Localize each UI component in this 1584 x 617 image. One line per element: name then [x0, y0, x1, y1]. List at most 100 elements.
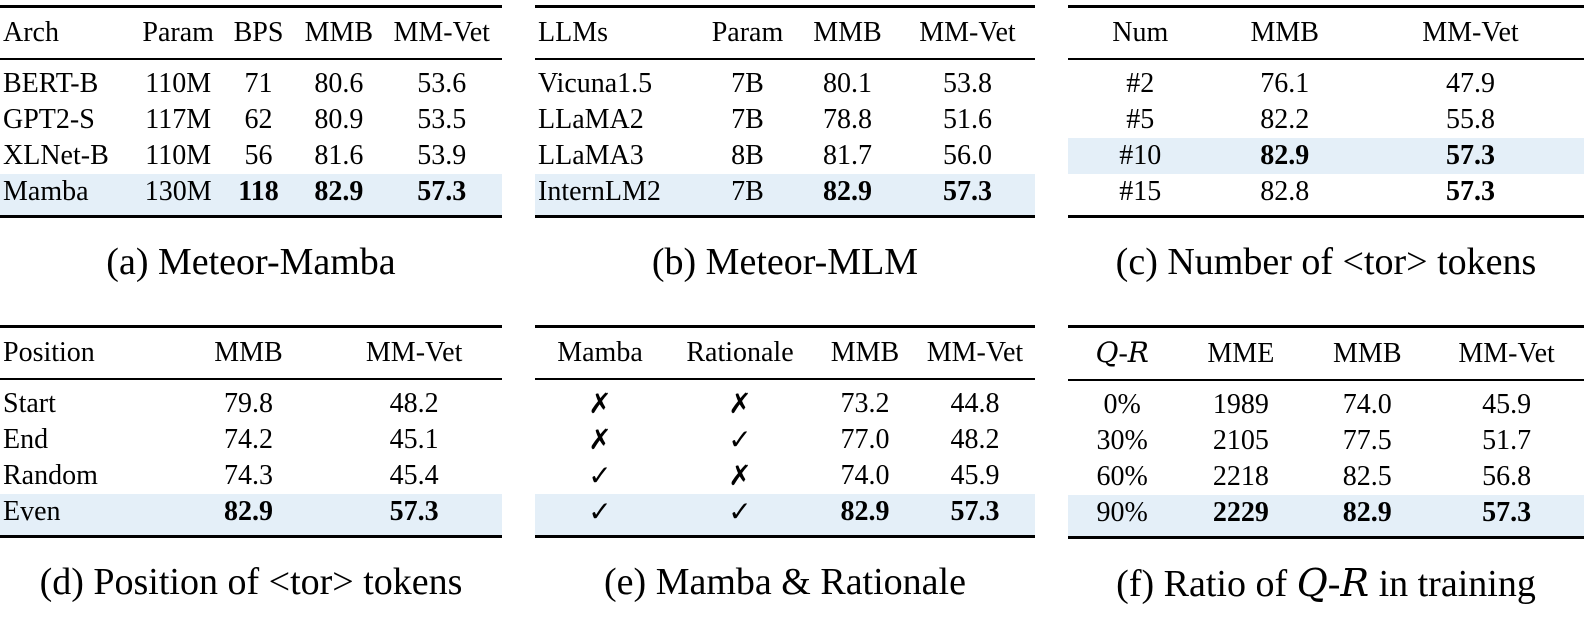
column-header: MM-Vet [1429, 326, 1584, 381]
table-cell: 57.3 [943, 176, 992, 207]
table-position-of-tor-tokens: Position MMB MM-Vet Start 79.8 48.2 End 74.2 45.… [0, 325, 502, 538]
column-header-text: Rationale [686, 337, 794, 368]
table-cell: 7B [731, 176, 764, 207]
subtable-a-caption: (a) Meteor-Mamba [0, 240, 502, 284]
column-header: MM-Vet [326, 326, 502, 380]
column-header: Arch [0, 6, 136, 60]
table-cell: 82.5 [1342, 461, 1392, 492]
caption-script-letter: Q [1296, 561, 1328, 605]
table-cell: 2229 [1212, 497, 1269, 528]
table-cell: 80.1 [823, 68, 872, 99]
column-header: MMB [795, 6, 900, 60]
table-cell: 80.9 [314, 104, 364, 135]
table-cell: 57.3 [1445, 176, 1495, 207]
header-row: Q-R MME MMB MM-Vet [1068, 326, 1584, 381]
column-header-text: MMB [1333, 337, 1402, 369]
table-cell: 79.8 [223, 388, 273, 419]
table-cell: 2105 [1212, 425, 1269, 456]
table-cell: Vicuna1.5 [538, 68, 653, 99]
table-cell: #10 [1119, 140, 1162, 171]
table-row: LLaMA2 7B 78.8 51.6 [535, 102, 1035, 138]
column-header-text: MM-Vet [919, 17, 1016, 48]
table-cell: 45.4 [389, 460, 439, 491]
table-cell: 74.3 [223, 460, 273, 491]
table-cell: XLNet-B [3, 140, 109, 171]
table-row: 60% 2218 82.5 56.8 [1068, 459, 1584, 495]
table-cell: 82.9 [1342, 497, 1392, 528]
column-header-text: MMB [830, 337, 900, 368]
table-cell: 56.8 [1482, 461, 1532, 492]
column-header: Param [135, 6, 221, 60]
column-header-text: MME [1207, 337, 1275, 369]
subtable-b: LLMs Param MMB MM-Vet Vicuna1.5 7B 80.1 53.8 LLa… [535, 5, 1035, 307]
table-cell: 74.2 [223, 424, 273, 455]
table-cell: End [3, 424, 49, 455]
table-cell: 57.3 [1445, 140, 1495, 171]
check-icon: ✓ [588, 495, 612, 528]
table-row: Start 79.8 48.2 [0, 379, 502, 422]
table-cell: #5 [1126, 104, 1155, 135]
subtable-c-caption: (c) Number of <tor> tokens [1068, 240, 1584, 284]
check-icon: ✓ [588, 459, 612, 492]
column-header-text: Num [1112, 17, 1169, 48]
subtable-a: Arch Param BPS MMB MM-Vet BERT-B 110M 71 80.6 53.… [0, 5, 502, 307]
table-row: ✗ ✓ 77.0 48.2 [535, 422, 1035, 458]
column-header: MMB [170, 326, 327, 380]
header-row: Mamba Rationale MMB MM-Vet [535, 326, 1035, 380]
table-cell: Random [3, 460, 98, 491]
table-row: End 74.2 45.1 [0, 422, 502, 458]
table-cell: 82.9 [314, 176, 364, 207]
column-header-text: MM-Vet [1458, 337, 1555, 369]
table-row: #5 82.2 55.8 [1068, 102, 1584, 138]
table-cell: 130M [144, 176, 212, 207]
column-header-text: Position [3, 337, 95, 368]
table-row: Vicuna1.5 7B 80.1 53.8 [535, 59, 1035, 102]
table-cell: 45.9 [950, 460, 1000, 491]
table-cell: 53.5 [417, 104, 467, 135]
column-header-text: MM-Vet [393, 17, 490, 48]
column-header: MM-Vet [1356, 6, 1584, 60]
subtable-f-caption: (f) Ratio of Q-R in training [1068, 561, 1584, 606]
column-header: MME [1176, 326, 1306, 381]
table-cell: 110M [145, 68, 212, 99]
column-header-text: Arch [3, 17, 59, 48]
subtable-e: Mamba Rationale MMB MM-Vet ✗ ✗ 73.2 44.8 ✗ ✓ 77.0 4… [535, 325, 1035, 617]
table-cell: 7B [731, 68, 764, 99]
table-row-highlighted: Even 82.9 57.3 [0, 494, 502, 537]
check-icon: ✓ [728, 423, 752, 456]
table-cell: 51.6 [943, 104, 992, 135]
column-header-text: MMB [1250, 17, 1319, 48]
subtable-f: Q-R MME MMB MM-Vet 0% 1989 74.0 45.9 30% 2105 77.5… [1068, 325, 1584, 617]
column-header-text: LLMs [538, 17, 608, 48]
column-header: MMB [296, 6, 382, 60]
table-cell: 57.3 [950, 496, 1000, 527]
column-header-script-letter: Q [1095, 336, 1119, 369]
caption-script-letter: R [1340, 561, 1370, 605]
table-cell: 77.0 [840, 424, 890, 455]
caption-text: (a) Meteor-Mamba [106, 241, 396, 283]
table-row: LLaMA3 8B 81.7 56.0 [535, 138, 1035, 174]
table-cell: 47.9 [1445, 68, 1495, 99]
column-header: Num [1068, 6, 1213, 60]
caption-text: - [1327, 563, 1341, 605]
table-cell: 7B [731, 104, 764, 135]
table-meteor-mamba: Arch Param BPS MMB MM-Vet BERT-B 110M 71 80.6 53.… [0, 5, 502, 218]
column-header-text: MMB [304, 17, 374, 48]
table-row: GPT2-S 117M 62 80.9 53.5 [0, 102, 502, 138]
caption-text: (d) Position of <tor> tokens [39, 561, 463, 603]
table-cell: 82.2 [1260, 104, 1310, 135]
table-row: XLNet-B 110M 56 81.6 53.9 [0, 138, 502, 174]
header-row: Num MMB MM-Vet [1068, 6, 1584, 60]
subtable-c: Num MMB MM-Vet #2 76.1 47.9 #5 82.2 55.8 #10 82.9 5… [1068, 5, 1584, 307]
subtable-b-caption: (b) Meteor-MLM [535, 240, 1035, 284]
table-cell: 74.0 [840, 460, 890, 491]
table-cell: #2 [1126, 68, 1155, 99]
table-cell: Even [3, 496, 61, 527]
column-header: MMB [815, 326, 915, 380]
table-cell: #15 [1119, 176, 1162, 207]
column-header: MM-Vet [381, 6, 502, 60]
table-cell: LLaMA3 [538, 140, 644, 171]
column-header-text: Param [711, 17, 784, 48]
table-cell: 110M [145, 140, 212, 171]
